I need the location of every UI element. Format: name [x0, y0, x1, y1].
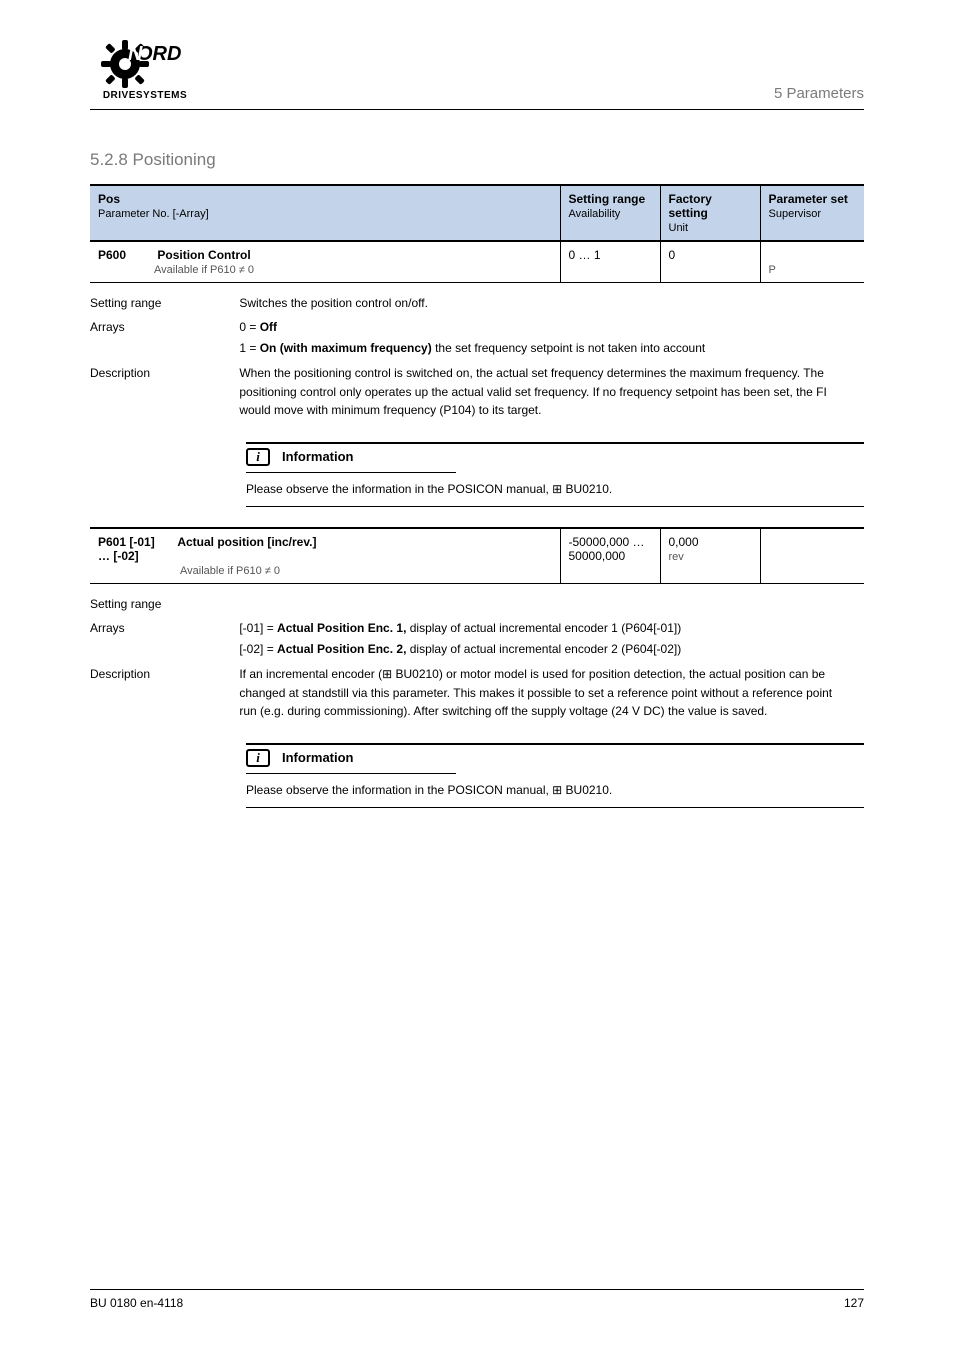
- info-body: Please observe the information in the PO…: [246, 774, 864, 799]
- p600-c3: P: [760, 241, 864, 283]
- info-body: Please observe the information in the PO…: [246, 473, 864, 498]
- p601-description: Description If an incremental encoder (⊞…: [90, 665, 864, 721]
- p601-c3: [760, 528, 864, 584]
- info-icon: i: [246, 448, 270, 466]
- p600-row: P600 Position Control Available if P610 …: [90, 241, 864, 283]
- page-footer: BU 0180 en-4118 127: [90, 1289, 864, 1310]
- p600-c1: 0 … 1: [560, 241, 660, 283]
- page-header: ORD N DRIVESYSTEMS 5 Parameters: [90, 30, 864, 110]
- info-icon: i: [246, 749, 270, 767]
- p600-availability: Available if P610 ≠ 0: [154, 264, 254, 276]
- p601-c1: -50000,000 … 50000,000: [560, 528, 660, 584]
- p601-arrays: Arrays [-01] = Actual Position Enc. 1, d…: [90, 618, 864, 659]
- logo-subtext: DRIVESYSTEMS: [103, 90, 187, 101]
- p600-c2: 0: [660, 241, 760, 283]
- p600-description: Description When the positioning control…: [90, 364, 864, 420]
- param-header-table: Pos Parameter No. [-Array] Setting range…: [90, 184, 864, 283]
- info-title: Information: [282, 750, 354, 765]
- p600-name: Position Control: [157, 248, 250, 262]
- footer-right: 127: [844, 1296, 864, 1310]
- th-c1: Setting range Availability: [560, 185, 660, 241]
- info-title: Information: [282, 449, 354, 464]
- th-c3: Parameter set Supervisor: [760, 185, 864, 241]
- p601-name: Actual position [inc/rev.]: [177, 535, 316, 549]
- p601-row: P601 [-01] … [-02] Actual position [inc/…: [90, 528, 864, 584]
- section-heading: 5.2.8 Positioning: [90, 150, 864, 170]
- p600-arrays: Arrays 0 = Off 1 = On (with maximum freq…: [90, 317, 864, 358]
- p600-info-box: i Information Please observe the informa…: [246, 442, 864, 507]
- p601-id: P601 [-01] … [-02]: [98, 535, 170, 563]
- th-c2: Factory setting Unit: [660, 185, 760, 241]
- p601-info-box: i Information Please observe the informa…: [246, 743, 864, 808]
- p600-range: Setting range Switches the position cont…: [90, 293, 864, 313]
- p600-id: P600: [98, 248, 126, 262]
- p601-table: P601 [-01] … [-02] Actual position [inc/…: [90, 527, 864, 584]
- th-main: Pos Parameter No. [-Array]: [90, 185, 560, 241]
- brand-logo: ORD N DRIVESYSTEMS: [90, 30, 200, 105]
- p601-range: Setting range: [90, 594, 864, 614]
- svg-text:N: N: [128, 43, 143, 65]
- p601-availability: Available if P610 ≠ 0: [180, 565, 280, 577]
- footer-left: BU 0180 en-4118: [90, 1296, 183, 1310]
- header-right-text: 5 Parameters: [774, 30, 864, 102]
- svg-text:ORD: ORD: [137, 43, 181, 65]
- p601-c2: 0,000 rev: [660, 528, 760, 584]
